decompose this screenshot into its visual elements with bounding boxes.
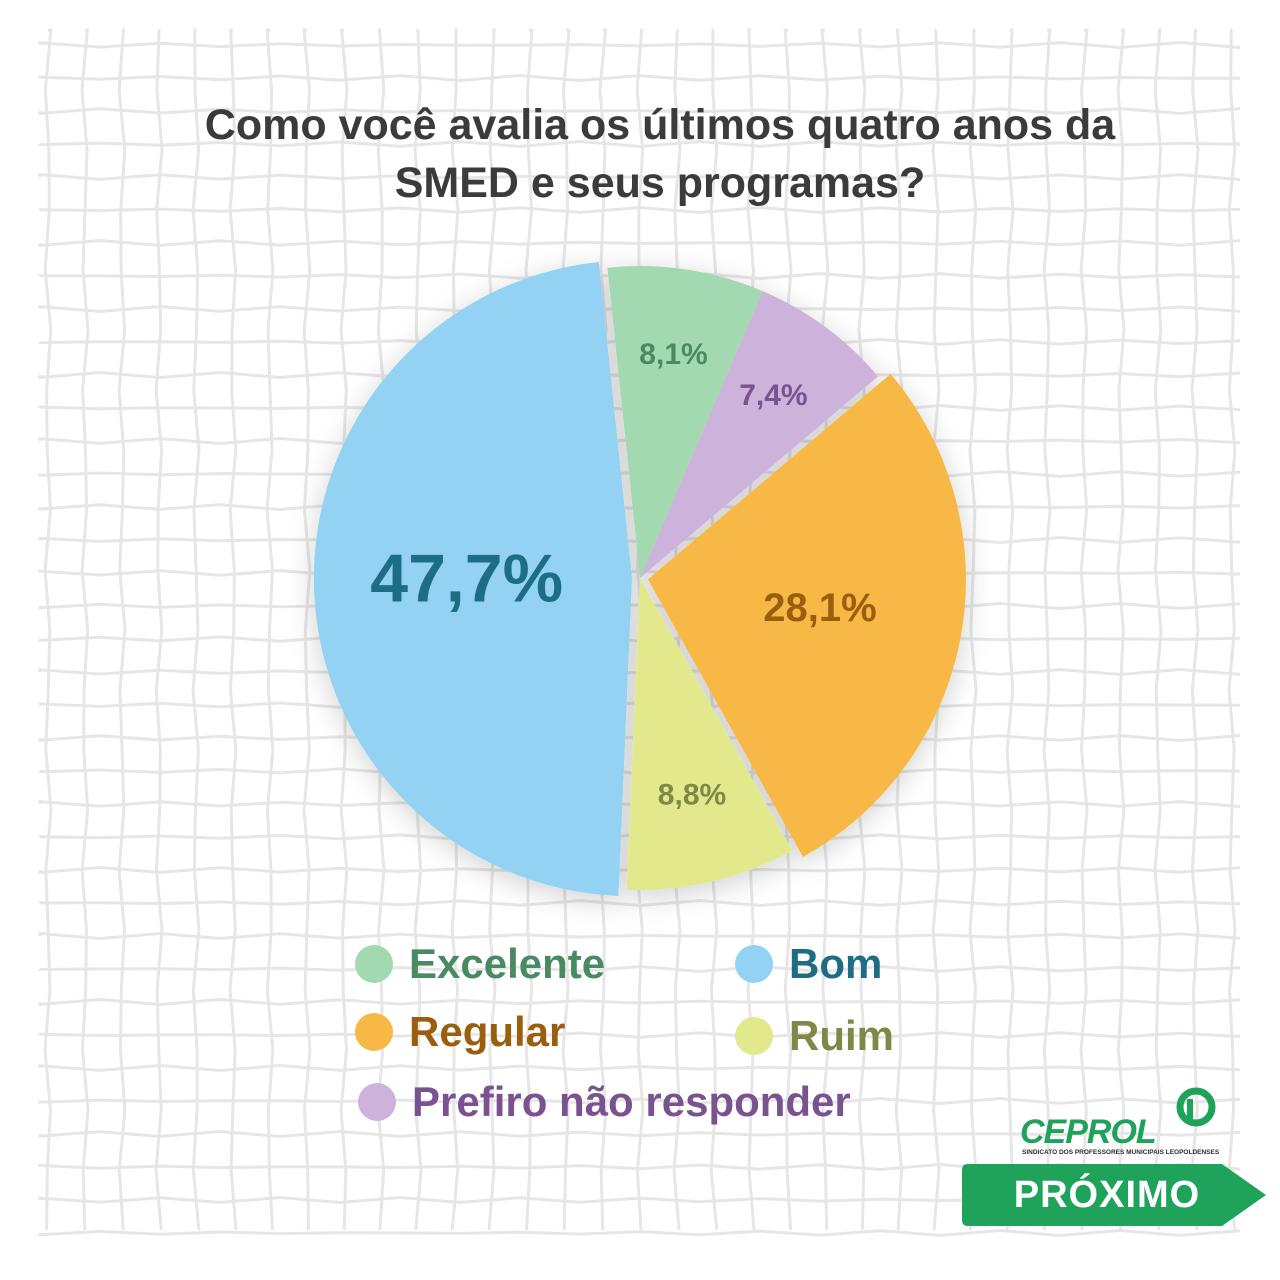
grid-line-h xyxy=(38,1063,1241,1073)
grid-line-v xyxy=(265,28,275,1231)
pie-label-regular: 28,1% xyxy=(763,586,876,630)
grid-line-v xyxy=(43,28,53,1231)
grid-line-h xyxy=(38,139,1241,149)
pie-label-excelente: 8,1% xyxy=(639,338,707,371)
grid-line-h xyxy=(38,337,1241,347)
legend-item-ruim: Ruim xyxy=(735,1012,894,1060)
grid-line-v xyxy=(1005,28,1015,1231)
chart-title: Como você avalia os últimos quatro anos … xyxy=(100,96,1220,212)
grid-line-v xyxy=(154,28,164,1231)
grid-line-v xyxy=(302,28,312,1231)
grid-line-h xyxy=(38,997,1241,1007)
grid-line-v xyxy=(968,28,978,1231)
pie-slice-bom xyxy=(313,262,633,896)
legend-swatch-ruim xyxy=(735,1017,773,1055)
pie-slice-regular xyxy=(647,373,966,857)
next-button-label: PRÓXIMO xyxy=(1013,1174,1201,1216)
legend-item-excelente: Excelente xyxy=(355,940,605,988)
pie-slice-excelente xyxy=(607,265,763,578)
pie-label-ruim: 8,8% xyxy=(658,778,726,811)
grid-line-v xyxy=(1153,28,1163,1231)
legend-swatch-excelente xyxy=(355,945,393,983)
grid-line-h xyxy=(38,73,1240,83)
grid-line-h xyxy=(38,205,1241,215)
grid-line-h xyxy=(38,1030,1241,1040)
logo-mark xyxy=(1176,1087,1216,1127)
legend-item-prefiro: Prefiro não responder xyxy=(358,1078,851,1126)
grid-line-h xyxy=(38,898,1241,908)
grid-line-h xyxy=(38,1129,1241,1139)
logo-subtitle: SINDICATO DOS PROFESSORES MUNICIPAIS LEO… xyxy=(1022,1149,1220,1156)
grid-line-v xyxy=(117,28,127,1231)
grid-line-v xyxy=(228,28,238,1231)
grid-line-h xyxy=(38,304,1241,314)
ceprol-logo: CEPROL SINDICATO DOS PROFESSORES MUNICIP… xyxy=(1020,1085,1220,1160)
legend-swatch-regular xyxy=(355,1013,393,1051)
legend-label-regular: Regular xyxy=(409,1008,566,1055)
pie-slice-prefiro xyxy=(640,291,879,578)
grid-line-h xyxy=(38,172,1241,181)
legend-item-bom: Bom xyxy=(735,940,882,988)
chart-title-line-2: SMED e seus programas? xyxy=(394,159,926,207)
legend-label-ruim: Ruim xyxy=(789,1012,894,1059)
grid-line-v xyxy=(191,28,201,1231)
legend-label-excelente: Excelente xyxy=(409,940,606,987)
grid-line-h xyxy=(38,964,1241,974)
grid-line-v xyxy=(1042,28,1052,1231)
grid-line-v xyxy=(80,28,90,1231)
grid-line-h xyxy=(38,238,1241,248)
pie-label-prefiro: 7,4% xyxy=(739,379,807,412)
grid-line-h xyxy=(38,40,1241,50)
legend-swatch-bom xyxy=(735,945,773,983)
legend-label-bom: Bom xyxy=(789,940,883,987)
grid-line-v xyxy=(1190,28,1200,1231)
next-arrow-shape xyxy=(962,1164,1266,1226)
grid-line-v xyxy=(1079,28,1089,1231)
grid-line-h xyxy=(38,107,1241,116)
grid-line-h xyxy=(38,1096,1241,1106)
pie-label-bom: 47,7% xyxy=(370,540,563,616)
logo-name: CEPROL xyxy=(1020,1113,1157,1151)
grid-line-h xyxy=(38,1228,1241,1238)
grid-line-v xyxy=(1227,28,1237,1231)
next-button[interactable]: PRÓXIMO xyxy=(962,1164,1268,1226)
grid-line-h xyxy=(38,931,1241,941)
pie-slice-ruim xyxy=(626,578,793,890)
legend-label-prefiro: Prefiro não responder xyxy=(412,1078,851,1125)
legend-item-regular: Regular xyxy=(355,1008,565,1056)
chart-title-line-1: Como você avalia os últimos quatro anos … xyxy=(204,101,1116,149)
legend-swatch-prefiro xyxy=(358,1083,396,1121)
grid-line-v xyxy=(1116,28,1126,1231)
